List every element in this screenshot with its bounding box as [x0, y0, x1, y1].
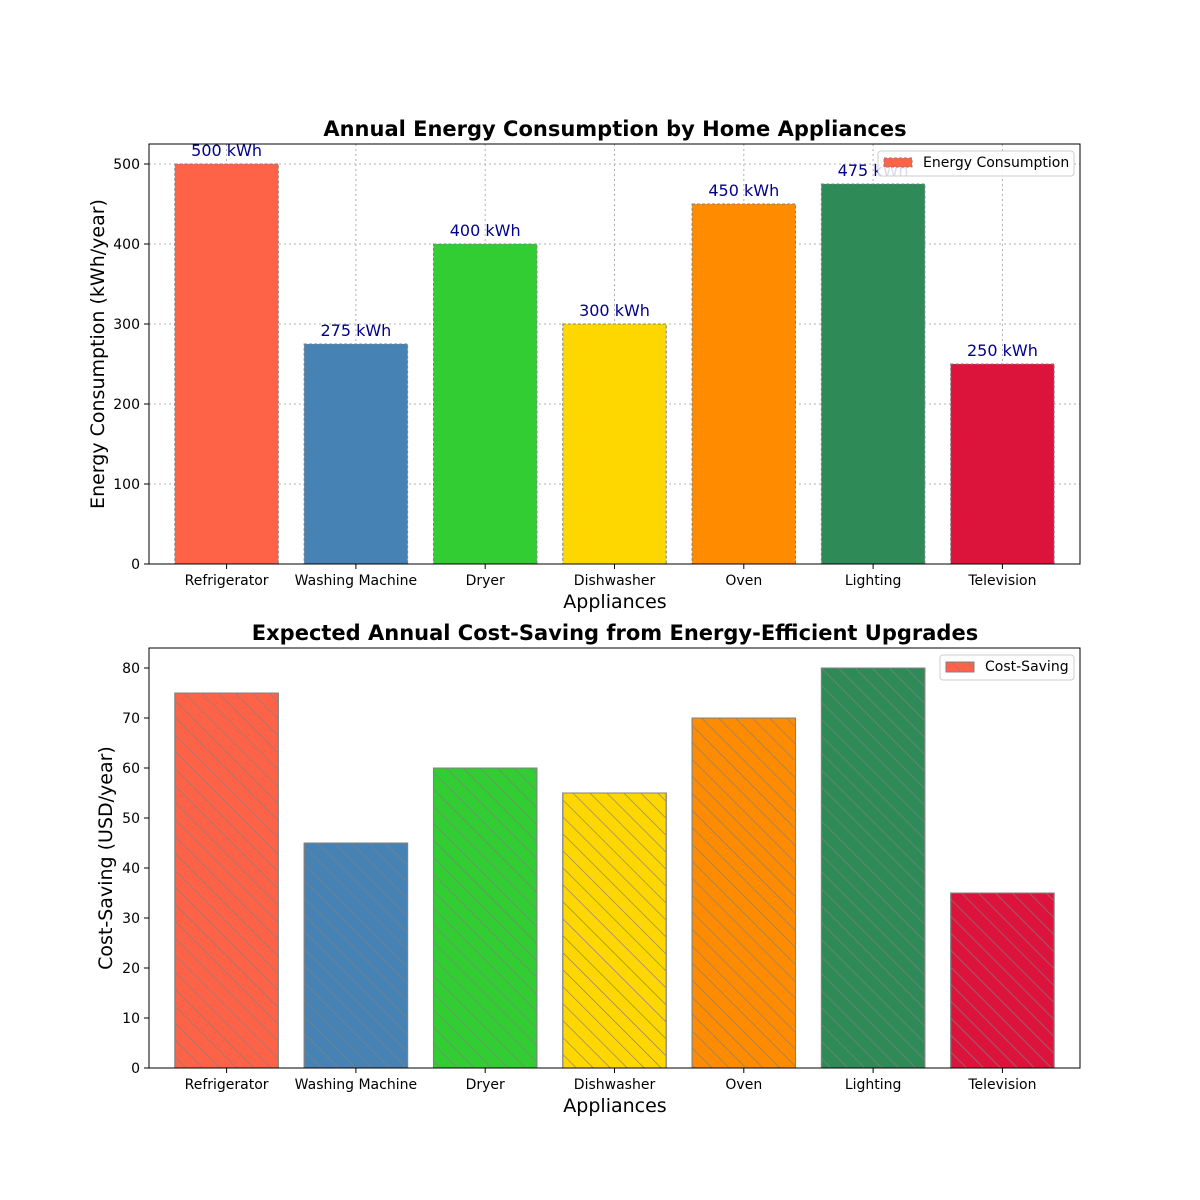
axes: 0 100 200 300 400 500 Refrigerator Washing Mach…: [113, 143, 1081, 589]
y-tick-label: 200: [113, 397, 140, 413]
bar-hatch: [820, 667, 926, 1069]
x-tick-label: Washing Machine: [295, 1077, 417, 1093]
bar-hatch: [432, 767, 538, 1069]
x-tick-label: Dryer: [466, 1077, 505, 1093]
x-tick-label: Refrigerator: [185, 1077, 269, 1093]
y-tick-label: 500: [113, 157, 140, 173]
bar-dishwasher: [562, 323, 667, 565]
x-tick-label: Refrigerator: [185, 573, 269, 589]
legend-box: [877, 150, 1075, 177]
legend: Cost-Saving: [939, 654, 1075, 681]
y-tick-label: 0: [131, 1061, 140, 1077]
chart-title: Expected Annual Cost-Saving from Energy-…: [252, 621, 978, 645]
bar-hatch: [174, 692, 279, 1069]
legend-box: [939, 654, 1075, 681]
y-tick-label: 50: [122, 811, 140, 827]
bar-hatch: [303, 842, 409, 1069]
axes: 0 10 20 30 40 50 60 70 80 Refrigerator Washing Mac…: [122, 647, 1081, 1093]
x-tick-label: Dishwasher: [574, 573, 656, 589]
x-tick-label: Dishwasher: [574, 1077, 656, 1093]
legend: Energy Consumption: [877, 150, 1075, 177]
cost-saving-chart: Expected Annual Cost-Saving from Energy-…: [95, 621, 1081, 1117]
y-tick-label: 10: [122, 1011, 140, 1027]
y-axis-label: Energy Consumption (kWh/year): [87, 199, 109, 509]
y-tick-label: 300: [113, 317, 140, 333]
y-tick-label: 100: [113, 477, 140, 493]
y-tick-label: 0: [131, 557, 140, 573]
data-label: 500 kWh: [191, 141, 262, 160]
x-tick-label: Dryer: [466, 573, 505, 589]
chart-title: Annual Energy Consumption by Home Applia…: [323, 117, 906, 141]
legend-swatch-hatch: [946, 662, 974, 672]
legend-label: Cost-Saving: [985, 659, 1069, 675]
y-tick-label: 60: [122, 761, 140, 777]
bar-hatch: [691, 717, 797, 1069]
bar-washing-machine: [303, 343, 409, 565]
data-label: 400 kWh: [450, 221, 521, 240]
x-tick-label: Lighting: [845, 573, 902, 589]
legend-swatch: [883, 157, 913, 168]
bars: [174, 163, 1055, 565]
x-tick-label: Lighting: [845, 1077, 902, 1093]
x-tick-label: Television: [967, 1077, 1036, 1093]
bar-hatch: [562, 792, 667, 1069]
x-tick-label: Television: [967, 573, 1036, 589]
bar-television: [950, 363, 1055, 565]
y-tick-label: 40: [122, 861, 140, 877]
bar-oven: [691, 203, 797, 565]
bar-refrigerator: [174, 163, 279, 565]
energy-consumption-chart: Annual Energy Consumption by Home Applia…: [87, 117, 1081, 613]
x-tick-label: Oven: [725, 573, 762, 589]
data-label: 275 kWh: [320, 321, 391, 340]
bar-dryer: [432, 243, 538, 565]
data-label: 450 kWh: [708, 181, 779, 200]
x-axis-label: Appliances: [563, 1095, 666, 1117]
y-axis-label: Cost-Saving (USD/year): [95, 746, 117, 970]
bars: [174, 667, 1055, 1069]
x-axis-label: Appliances: [563, 591, 666, 613]
bar-hatch: [950, 892, 1055, 1069]
legend-label: Energy Consumption: [923, 155, 1069, 171]
data-label: 300 kWh: [579, 301, 650, 320]
y-tick-label: 70: [122, 711, 140, 727]
data-label: 250 kWh: [967, 341, 1038, 360]
y-tick-label: 20: [122, 961, 140, 977]
bar-lighting: [820, 183, 926, 565]
x-tick-label: Washing Machine: [295, 573, 417, 589]
y-tick-label: 400: [113, 237, 140, 253]
x-tick-label: Oven: [725, 1077, 762, 1093]
y-tick-label: 30: [122, 911, 140, 927]
y-tick-label: 80: [122, 661, 140, 677]
